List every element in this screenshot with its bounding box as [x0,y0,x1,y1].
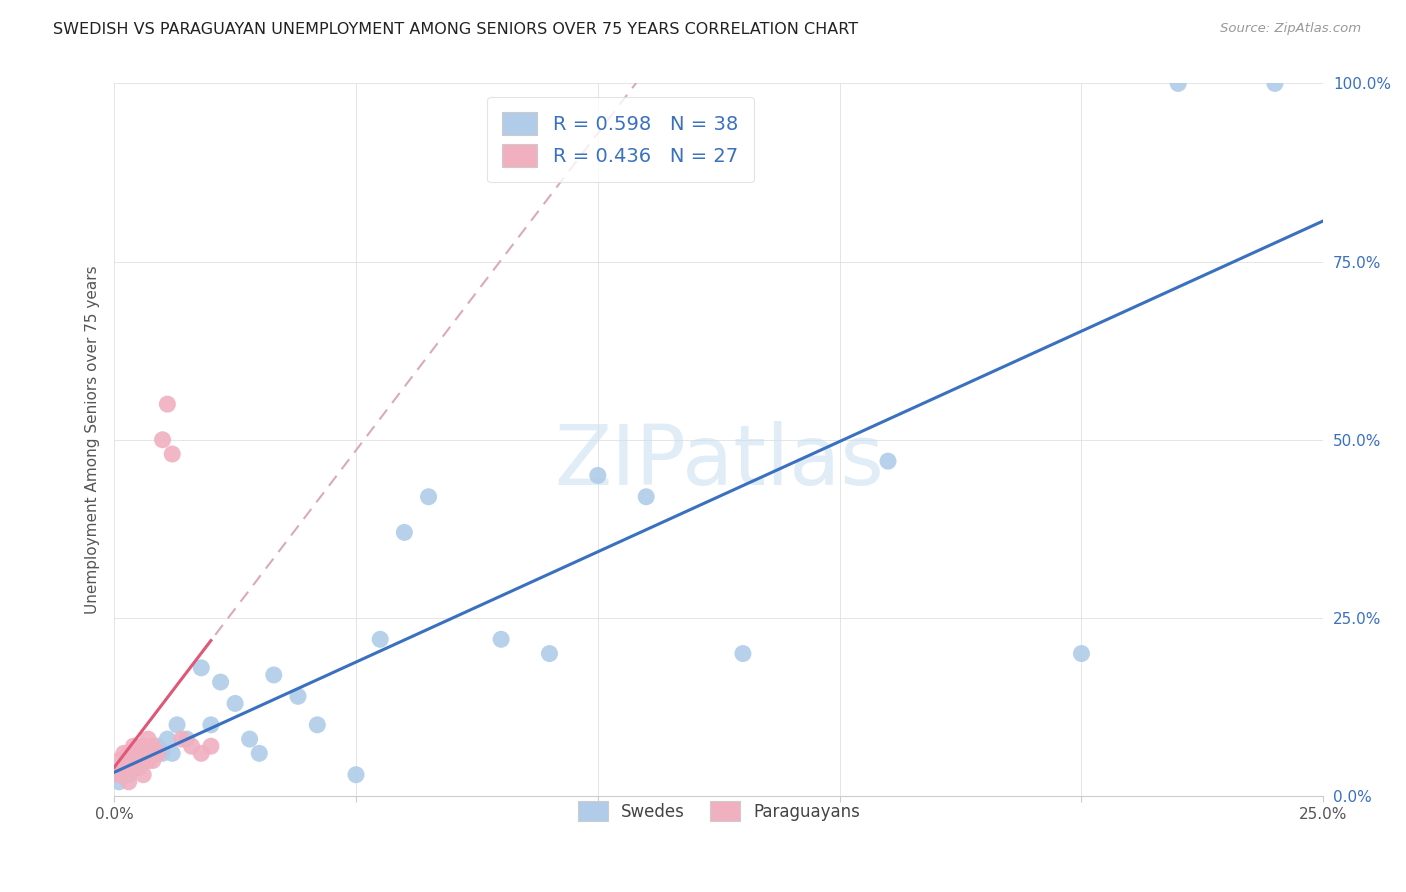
Point [142,739,165,754]
Point [112,761,135,775]
Point [190,661,212,675]
Point [877,454,900,468]
Text: SWEDISH VS PARAGUAYAN UNEMPLOYMENT AMONG SENIORS OVER 75 YEARS CORRELATION CHART: SWEDISH VS PARAGUAYAN UNEMPLOYMENT AMONG… [53,22,859,37]
Point [132,768,155,782]
Point [136,754,159,768]
Point [287,690,309,704]
Point [394,525,416,540]
Point [127,761,149,775]
Point [538,647,561,661]
Point [156,732,179,747]
Point [200,739,222,754]
Point [190,747,212,761]
Point [247,747,270,761]
Point [132,739,155,754]
Point [152,433,174,447]
Point [142,747,165,761]
Point [489,632,512,647]
Point [344,768,367,782]
Point [239,732,262,747]
Point [200,718,222,732]
Y-axis label: Unemployment Among Seniors over 75 years: Unemployment Among Seniors over 75 years [86,266,100,614]
Point [368,632,391,647]
Point [118,754,141,768]
Point [108,774,131,789]
Point [132,739,155,754]
Point [209,675,232,690]
Point [118,761,141,775]
Point [122,739,145,754]
Point [132,754,155,768]
Point [118,768,141,782]
Point [122,754,145,768]
Point [136,747,159,761]
Point [224,697,246,711]
Point [586,468,609,483]
Point [160,747,183,761]
Point [127,747,149,761]
Point [112,747,135,761]
Point [108,754,131,768]
Text: ZIPatlas: ZIPatlas [554,421,883,501]
Text: Source: ZipAtlas.com: Source: ZipAtlas.com [1220,22,1361,36]
Point [142,754,165,768]
Point [731,647,754,661]
Point [1070,647,1092,661]
Point [118,774,141,789]
Point [176,732,198,747]
Point [1264,77,1286,91]
Point [170,732,193,747]
Point [156,397,179,411]
Point [118,747,141,761]
Point [160,447,183,461]
Point [166,718,188,732]
Point [108,768,131,782]
Point [127,754,149,768]
Point [180,739,202,754]
Point [146,739,169,754]
Point [636,490,658,504]
Legend: Swedes, Paraguayans: Swedes, Paraguayans [564,789,873,834]
Point [307,718,329,732]
Point [127,761,149,775]
Point [146,747,169,761]
Point [136,732,159,747]
Point [1167,77,1189,91]
Point [418,490,440,504]
Point [152,747,174,761]
Point [136,754,159,768]
Point [122,747,145,761]
Point [263,668,285,682]
Point [112,761,135,775]
